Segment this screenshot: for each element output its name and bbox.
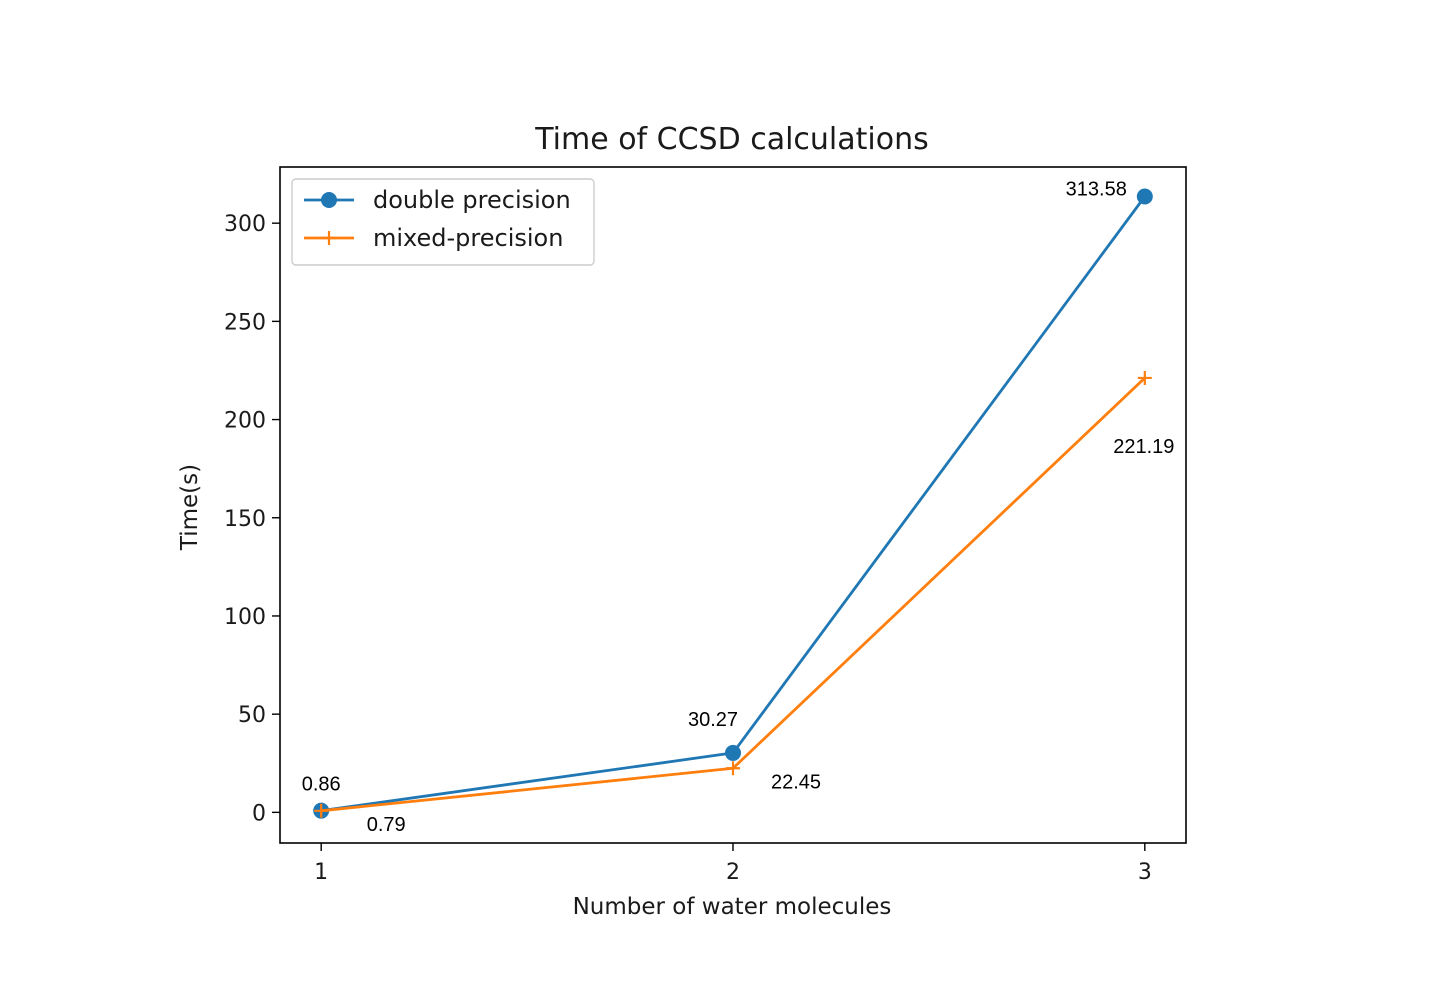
series-mixed-precision: 0.79 22.45 221.19: [314, 370, 1174, 836]
y-tick-label: 250: [224, 310, 266, 335]
x-axis-label: Number of water molecules: [573, 894, 892, 920]
legend-label: mixed-precision: [373, 224, 563, 252]
y-tick-label: 150: [224, 507, 266, 532]
data-point: [725, 744, 741, 761]
plot-area: 0.86 30.27 313.58 0.79 22.45 221.19: [302, 178, 1175, 835]
data-point: [1137, 370, 1152, 385]
legend: double precision mixed-precision: [291, 178, 595, 266]
x-axis: 1 2 3: [314, 843, 1152, 885]
legend-item: mixed-precision: [304, 224, 563, 252]
y-axis: 0 50 100 150 200 250 300: [224, 212, 280, 826]
y-tick-label: 100: [224, 605, 266, 630]
legend-label: double precision: [373, 186, 571, 214]
x-tick-label: 3: [1138, 860, 1152, 885]
data-label: 0.79: [367, 814, 406, 836]
series-double-precision: 0.86 30.27 313.58: [302, 178, 1153, 819]
y-axis-label: Time(s): [177, 464, 203, 551]
data-point: [1136, 188, 1153, 205]
y-tick-label: 50: [238, 703, 266, 728]
data-label: 0.86: [302, 774, 341, 796]
y-tick-label: 200: [224, 409, 266, 434]
legend-item: double precision: [304, 186, 571, 214]
data-point: [314, 803, 329, 818]
data-label: 22.45: [771, 771, 821, 793]
data-label: 221.19: [1113, 436, 1174, 458]
x-tick-label: 2: [726, 860, 740, 885]
y-tick-label: 300: [224, 212, 266, 237]
legend-marker: [321, 192, 337, 208]
plot-frame: [279, 166, 1187, 844]
data-label: 313.58: [1066, 178, 1127, 200]
legend-box: [291, 178, 595, 266]
data-point: [726, 761, 740, 776]
legend-marker: [322, 231, 336, 245]
y-tick-label: 0: [252, 801, 266, 826]
chart-title: Time of CCSD calculations: [534, 122, 929, 157]
data-label: 30.27: [688, 709, 738, 731]
x-tick-label: 1: [314, 860, 328, 885]
